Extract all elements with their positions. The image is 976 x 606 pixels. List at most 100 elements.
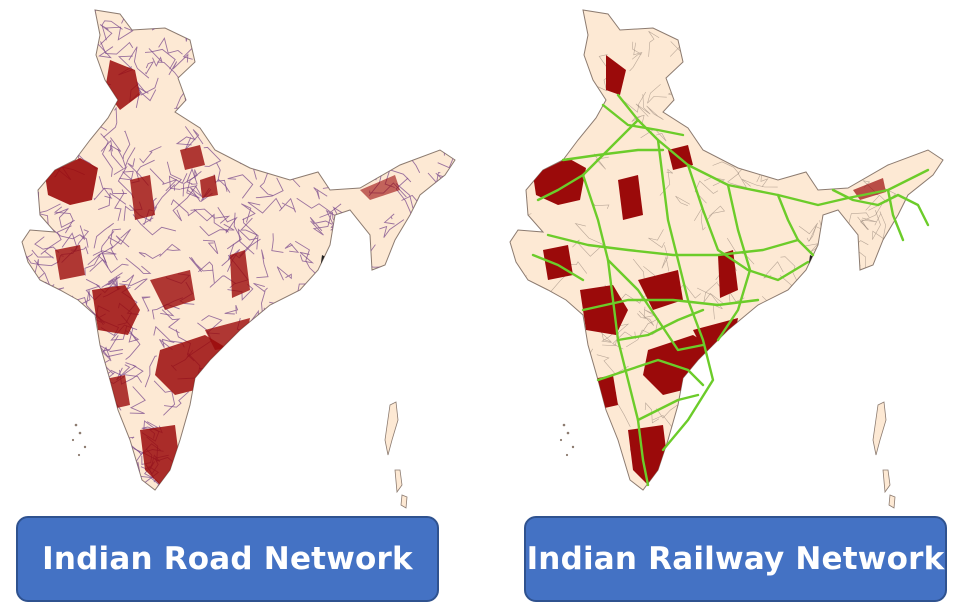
network-segment <box>854 342 877 363</box>
network-segment <box>437 278 454 284</box>
network-segment <box>98 237 110 264</box>
network-segment <box>294 151 316 168</box>
network-segment <box>283 331 302 350</box>
network-segment <box>246 390 281 419</box>
network-segment <box>212 383 229 397</box>
network-segment <box>396 238 425 258</box>
network-segment <box>78 461 86 479</box>
network-segment <box>54 303 79 318</box>
network-segment <box>916 69 943 97</box>
network-segment <box>408 262 424 278</box>
network-segment <box>931 343 943 355</box>
network-segment <box>931 75 943 112</box>
network-segment <box>54 86 63 123</box>
network-segment <box>23 55 45 63</box>
railway-map-panel: Indian Railway Network <box>488 0 976 606</box>
network-segment <box>188 256 213 273</box>
network-segment <box>626 329 658 348</box>
network-segment <box>316 311 331 332</box>
network-segment <box>31 95 65 114</box>
network-segment <box>679 39 695 53</box>
network-segment <box>564 348 593 368</box>
network-segment <box>798 222 818 242</box>
network-segment <box>368 376 385 392</box>
network-segment <box>932 432 943 445</box>
network-segment <box>550 384 577 407</box>
network-segment <box>22 139 47 156</box>
network-segment <box>793 120 823 137</box>
network-segment <box>252 108 266 129</box>
network-segment <box>58 462 75 480</box>
network-segment <box>522 284 536 297</box>
network-segment <box>99 24 113 45</box>
network-segment <box>888 272 909 290</box>
network-segment <box>352 267 362 279</box>
network-segment <box>279 372 319 391</box>
network-segment <box>144 61 155 75</box>
network-segment <box>23 358 34 380</box>
network-segment <box>659 168 674 196</box>
network-segment <box>853 436 877 465</box>
network-segment <box>275 460 304 472</box>
network-segment <box>308 427 325 464</box>
network-segment <box>68 358 83 376</box>
network-segment <box>125 329 141 360</box>
network-segment <box>256 455 272 469</box>
network-segment <box>862 134 875 150</box>
network-segment <box>42 448 62 466</box>
network-segment <box>741 178 778 188</box>
network-segment <box>779 56 787 66</box>
network-segment <box>344 322 362 350</box>
network-segment <box>100 139 113 152</box>
network-segment <box>332 421 354 445</box>
network-segment <box>276 373 297 395</box>
network-segment <box>712 161 740 183</box>
network-segment <box>330 443 346 462</box>
network-segment <box>522 448 543 464</box>
network-segment <box>292 318 312 334</box>
network-segment <box>385 361 427 400</box>
network-segment <box>818 419 846 447</box>
network-segment <box>542 132 564 147</box>
network-segment <box>444 130 455 147</box>
network-segment <box>647 84 667 104</box>
network-segment <box>360 92 379 112</box>
network-segment <box>207 41 231 65</box>
network-segment <box>905 53 919 79</box>
network-segment <box>393 349 409 371</box>
network-segment <box>334 345 351 363</box>
network-segment <box>397 235 406 246</box>
network-segment <box>756 170 769 187</box>
network-segment <box>825 79 845 101</box>
network-segment <box>457 106 469 124</box>
network-segment <box>635 94 651 117</box>
network-segment <box>40 323 65 349</box>
network-segment <box>89 259 129 274</box>
network-segment <box>313 141 343 153</box>
network-segment <box>190 208 231 224</box>
network-segment <box>72 361 93 383</box>
network-segment <box>22 49 49 69</box>
network-segment <box>510 107 532 133</box>
network-segment <box>406 325 419 345</box>
network-segment <box>22 98 32 114</box>
network-segment <box>213 53 241 64</box>
network-segment <box>29 397 52 420</box>
network-segment <box>340 333 360 363</box>
network-segment <box>838 488 850 490</box>
network-segment <box>122 362 142 383</box>
network-segment <box>119 278 148 291</box>
network-segment <box>368 17 399 28</box>
network-segment <box>286 343 302 380</box>
network-segment <box>253 282 268 293</box>
network-segment <box>349 117 364 136</box>
network-segment <box>323 71 346 87</box>
network-segment <box>279 149 297 169</box>
network-segment <box>865 188 897 211</box>
network-segment <box>415 74 435 100</box>
network-segment <box>456 209 480 230</box>
network-segment <box>362 299 384 312</box>
network-segment <box>122 274 135 290</box>
network-segment <box>44 335 58 371</box>
network-segment <box>299 430 314 449</box>
